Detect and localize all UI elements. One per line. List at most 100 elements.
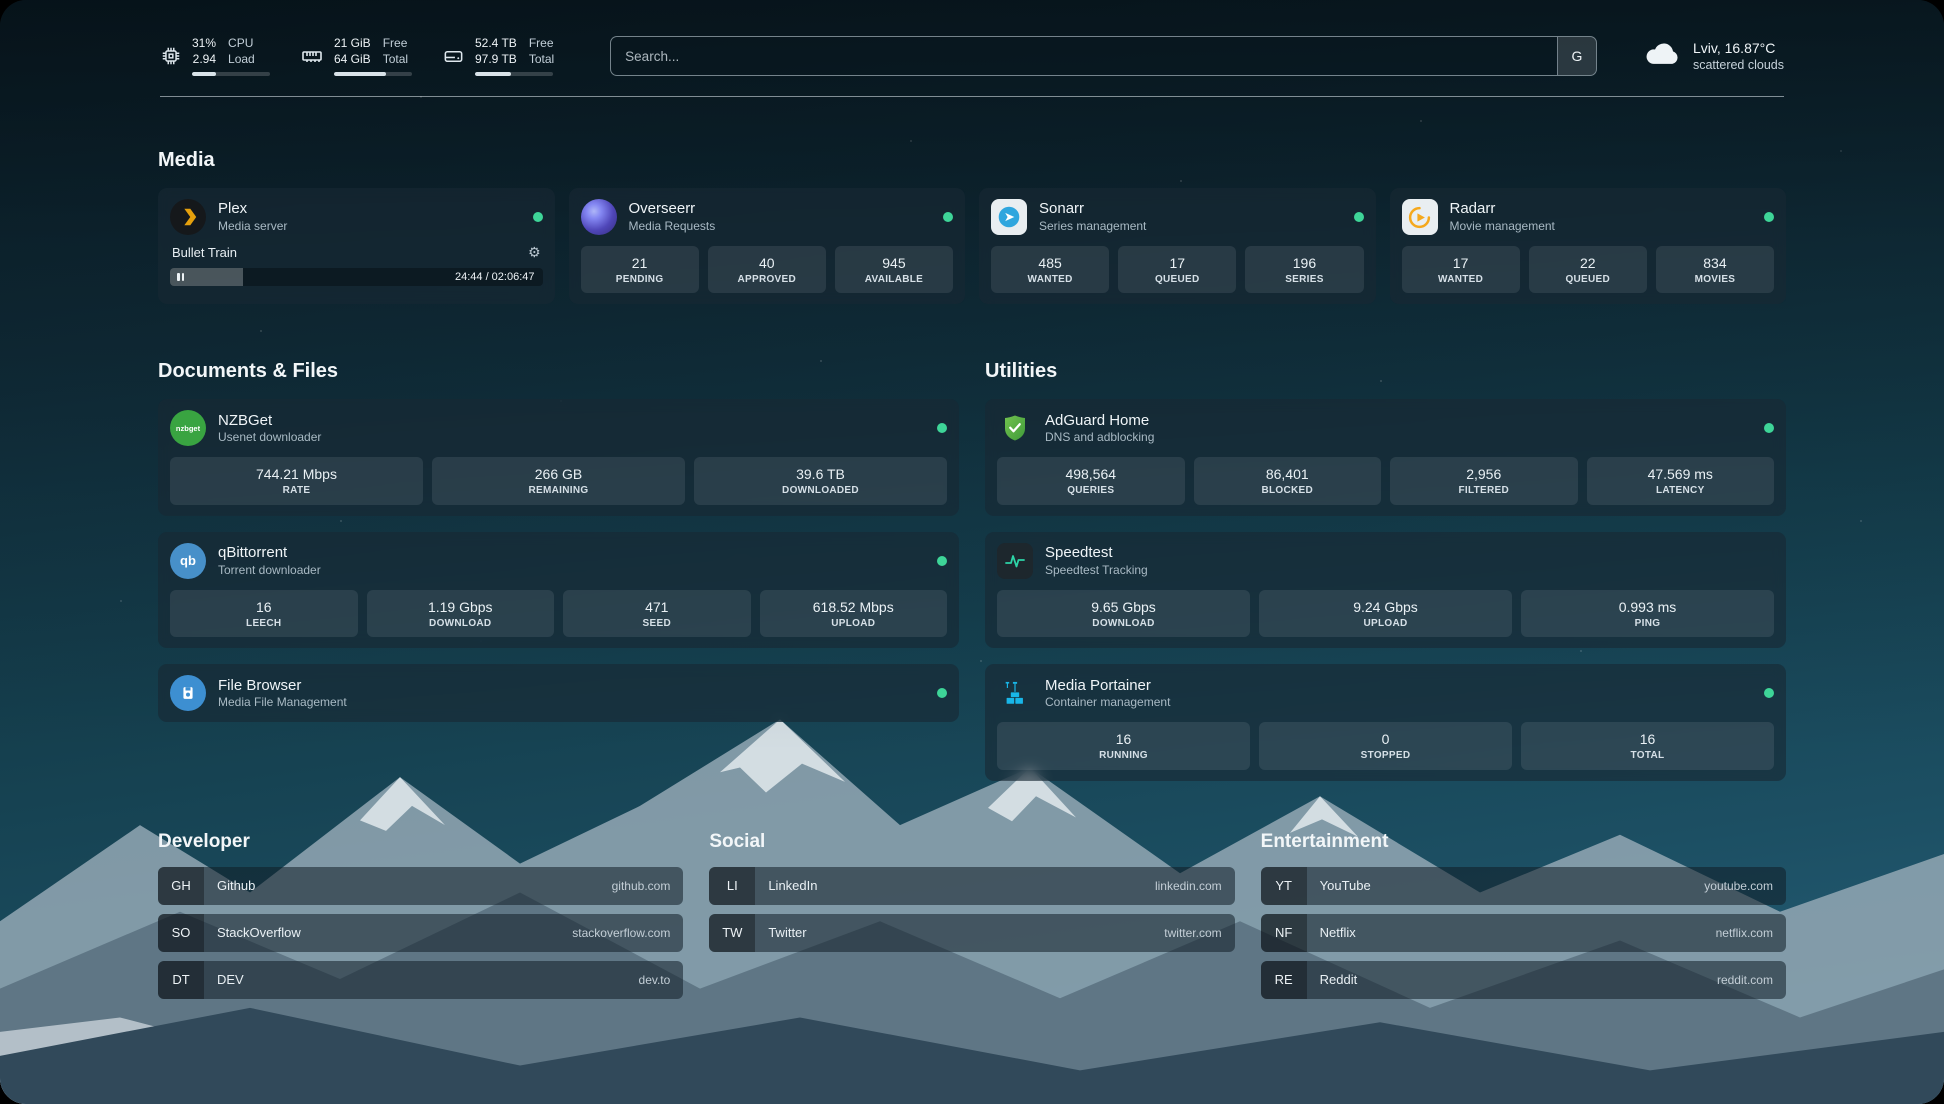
stat-download: 9.65 Gbps DOWNLOAD: [997, 589, 1250, 638]
now-playing-title: Bullet Train: [172, 245, 238, 260]
stat-remaining: 266 GB REMAINING: [432, 457, 685, 505]
stat-series: 196 SERIES: [1245, 246, 1364, 294]
cpu-usage-value: 31%: [192, 36, 217, 51]
bookmark-dev[interactable]: DT DEV dev.to: [158, 960, 684, 999]
bookmark-twitter[interactable]: TW Twitter twitter.com: [709, 913, 1235, 952]
top-bar: 31% 2.94 CPU Load: [158, 24, 1786, 96]
cpu-widget: 31% 2.94 CPU Load: [160, 36, 270, 76]
app-desc: Container management: [1045, 695, 1171, 710]
overseerr-icon: [580, 199, 617, 235]
card-portainer[interactable]: Media Portainer Container management 16 R…: [985, 664, 1786, 781]
status-dot: [1764, 688, 1774, 699]
cpu-icon: [160, 45, 182, 67]
bookmark-url: youtube.com: [1704, 878, 1773, 893]
app-desc: Media server: [218, 218, 288, 233]
topbar-divider: [160, 96, 1784, 97]
bookmark-url: dev.to: [638, 972, 671, 987]
bookmark-group-social: Social LI LinkedIn linkedin.com TW Twitt…: [709, 831, 1235, 999]
bookmark-name: Github: [217, 878, 256, 894]
card-speedtest[interactable]: Speedtest Speedtest Tracking 9.65 Gbps DO…: [985, 531, 1786, 649]
portainer-icon: [997, 675, 1033, 711]
bookmark-name: YouTube: [1319, 878, 1371, 894]
bookmark-abbr: RE: [1260, 960, 1307, 999]
card-filebrowser[interactable]: File Browser Media File Management: [158, 664, 959, 723]
app-desc: Speedtest Tracking: [1045, 562, 1148, 577]
bookmark-url: twitter.com: [1164, 925, 1222, 940]
bookmark-linkedin[interactable]: LI LinkedIn linkedin.com: [709, 866, 1235, 905]
app-desc: Media Requests: [628, 218, 716, 233]
pause-icon[interactable]: [177, 273, 184, 281]
stat-queued: 22 QUEUED: [1528, 246, 1647, 294]
bookmark-github[interactable]: GH Github github.com: [158, 866, 684, 905]
stat-queued: 17 QUEUED: [1118, 246, 1237, 294]
bookmark-youtube[interactable]: YT YouTube youtube.com: [1260, 866, 1786, 905]
search-input[interactable]: [611, 37, 1557, 75]
card-sonarr[interactable]: Sonarr Series management 485 WANTED 17 QUE…: [979, 188, 1376, 305]
section-title-utilities: Utilities: [985, 360, 1058, 383]
bookmark-name: DEV: [217, 972, 244, 988]
search-provider-button[interactable]: G: [1556, 37, 1596, 75]
disk-widget: 52.4 TB 97.9 TB Free Total: [442, 36, 554, 76]
cpu-usage-bar: [192, 71, 270, 76]
search-bar: G: [610, 36, 1597, 76]
card-radarr[interactable]: Radarr Movie management 17 WANTED 22 QUEUE…: [1389, 188, 1786, 305]
app-name: Speedtest: [1045, 544, 1113, 562]
bookmark-groups: Developer GH Github github.com SO StackO…: [158, 831, 1786, 999]
app-name: qBittorrent: [218, 544, 288, 562]
stat-movies: 834 MOVIES: [1655, 246, 1775, 294]
stat-available: 945 AVAILABLE: [834, 246, 954, 294]
playback-time: 24:44 / 02:06:47: [454, 270, 535, 283]
bookmark-name: StackOverflow: [217, 925, 301, 941]
bookmark-url: reddit.com: [1716, 972, 1773, 987]
bookmark-abbr: GH: [158, 866, 204, 905]
bookmark-reddit[interactable]: RE Reddit reddit.com: [1260, 960, 1786, 999]
stat-approved: 40 APPROVED: [707, 246, 826, 294]
bookmark-url: stackoverflow.com: [572, 925, 671, 940]
app-name: AdGuard Home: [1045, 411, 1150, 429]
bookmark-url: netflix.com: [1715, 925, 1773, 940]
bookmark-netflix[interactable]: NF Netflix netflix.com: [1260, 913, 1786, 952]
app-desc: DNS and adblocking: [1045, 430, 1155, 445]
app-desc: Torrent downloader: [218, 562, 321, 577]
section-title-documents: Documents & Files: [158, 360, 339, 383]
stat-latency: 47.569 ms LATENCY: [1586, 457, 1774, 505]
playback-progress-bar[interactable]: 24:44 / 02:06:47: [170, 268, 543, 286]
speedtest-icon: [997, 542, 1033, 579]
bookmark-abbr: TW: [709, 913, 756, 952]
bookmark-group-entertainment: Entertainment YT YouTube youtube.com NF …: [1260, 831, 1786, 999]
app-desc: Usenet downloader: [218, 430, 322, 445]
stat-stopped: 0 STOPPED: [1259, 722, 1512, 770]
stat-total: 16 TOTAL: [1521, 722, 1774, 770]
stat-rate: 744.21 Mbps RATE: [170, 457, 423, 505]
status-dot: [937, 555, 947, 566]
section-title-media: Media: [158, 149, 215, 171]
status-dot: [1764, 212, 1774, 222]
app-name: Plex: [218, 200, 248, 218]
stat-upload: 9.24 Gbps UPLOAD: [1259, 589, 1512, 638]
gear-icon[interactable]: ⚙: [527, 244, 541, 260]
stat-seed: 471 SEED: [563, 589, 751, 638]
card-plex[interactable]: Plex Media server Bullet Train ⚙ 24:44 /…: [158, 188, 555, 305]
memory-widget: 21 GiB 64 GiB Free Total: [300, 36, 412, 76]
bookmark-stackoverflow[interactable]: SO StackOverflow stackoverflow.com: [158, 913, 684, 952]
status-dot: [937, 423, 947, 434]
app-name: Sonarr: [1039, 200, 1085, 218]
bookmark-abbr: NF: [1260, 913, 1307, 952]
card-overseerr[interactable]: Overseerr Media Requests 21 PENDING 40 APP…: [568, 188, 965, 305]
stat-filtered: 2,956 FILTERED: [1390, 457, 1578, 505]
memory-usage-bar: [334, 71, 412, 76]
card-nzbget[interactable]: nzbget NZBGet Usenet downloader 744.21 M…: [158, 399, 959, 516]
card-adguard[interactable]: AdGuard Home DNS and adblocking 498,564 Q…: [985, 399, 1786, 516]
cloud-icon: [1643, 40, 1681, 72]
media-cards: Plex Media server Bullet Train ⚙ 24:44 /…: [158, 188, 1786, 305]
bookmark-group-developer: Developer GH Github github.com SO StackO…: [158, 831, 684, 999]
disk-free-label: Free: [528, 36, 554, 51]
bookmark-name: LinkedIn: [768, 878, 818, 894]
app-name: Radarr: [1449, 200, 1496, 218]
memory-free-label: Free: [382, 36, 408, 51]
card-qbittorrent[interactable]: qb qBittorrent Torrent downloader 16 LEEC…: [158, 531, 959, 649]
bookmark-name: Reddit: [1319, 972, 1358, 988]
qbittorrent-icon: qb: [170, 542, 206, 579]
stat-download: 1.19 Gbps DOWNLOAD: [366, 589, 554, 638]
